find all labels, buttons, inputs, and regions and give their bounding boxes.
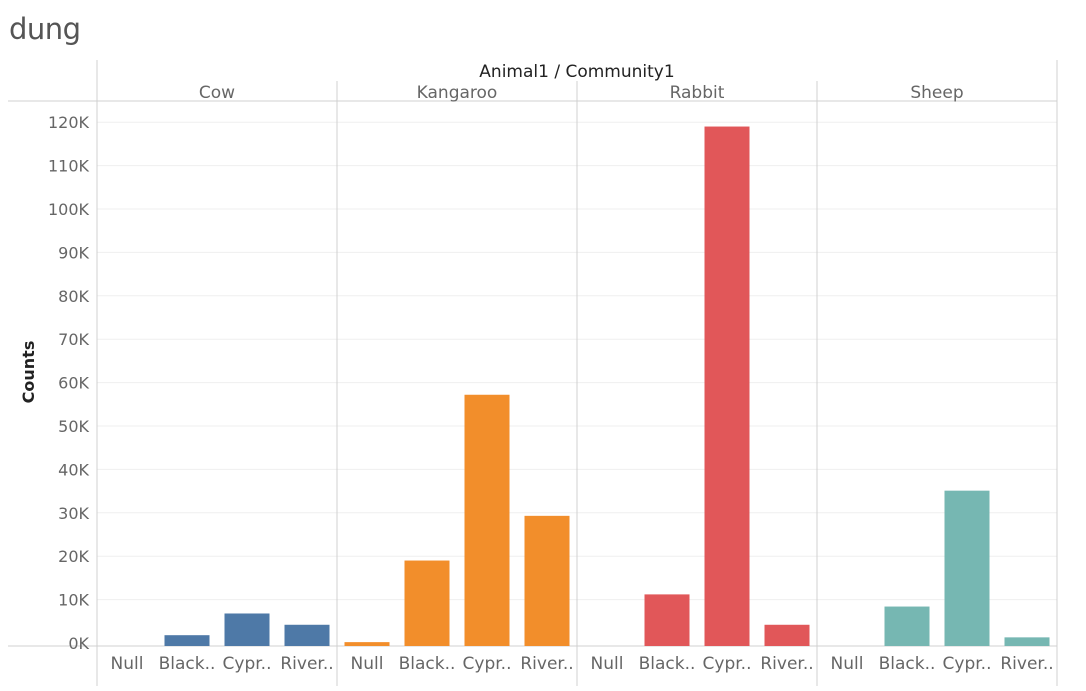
x-tick-label: Cypr..	[943, 654, 992, 674]
page-title: dung	[9, 12, 81, 46]
y-tick-label: 60K	[58, 374, 89, 393]
x-tick-label: Cypr..	[463, 654, 512, 674]
header-label: Animal1 / Community1	[479, 62, 674, 82]
bar-cow-1[interactable]	[164, 635, 210, 646]
x-axis-ticks: Null Black.. Cypr.. River.. Null Black.. Cypr.…	[111, 654, 1054, 674]
y-tick-label: 100K	[48, 200, 90, 219]
panel-header-sheep: Sheep	[910, 83, 963, 103]
x-tick-label: Null	[831, 654, 864, 674]
y-axis-label: Counts	[19, 341, 38, 404]
x-tick-label: River..	[1000, 654, 1053, 674]
panel-header-cow: Cow	[199, 83, 235, 103]
y-tick-label: 80K	[58, 287, 89, 306]
bar-rabbit-2[interactable]	[704, 126, 750, 647]
y-axis-ticks: 0K 10K 20K 30K 40K 50K 60K 70K 80K 90K 100K 110K 120…	[48, 113, 90, 653]
y-tick-label: 30K	[58, 504, 89, 523]
bar-rabbit-1[interactable]	[644, 594, 690, 646]
y-tick-label: 120K	[48, 113, 90, 132]
bar-kangaroo-3[interactable]	[524, 515, 570, 646]
bar-kangaroo-1[interactable]	[404, 560, 450, 646]
panel-headers: Cow Kangaroo Rabbit Sheep	[199, 83, 964, 103]
y-tick-label: 110K	[48, 157, 90, 176]
x-tick-label: Null	[591, 654, 624, 674]
x-tick-label: Black..	[159, 654, 216, 674]
x-tick-label: River..	[520, 654, 573, 674]
bar-cow-2[interactable]	[224, 613, 270, 646]
x-tick-label: Cypr..	[223, 654, 272, 674]
bar-kangaroo-2[interactable]	[464, 394, 510, 646]
panel-header-kangaroo: Kangaroo	[417, 83, 498, 103]
x-tick-label: Cypr..	[703, 654, 752, 674]
y-tick-label: 10K	[58, 591, 89, 610]
bar-rabbit-3[interactable]	[764, 624, 810, 646]
y-tick-label: 40K	[58, 460, 89, 479]
y-tick-label: 90K	[58, 243, 89, 262]
bar-sheep-1[interactable]	[884, 606, 930, 646]
x-tick-label: Black..	[639, 654, 696, 674]
x-tick-label: Black..	[399, 654, 456, 674]
bar-sheep-2[interactable]	[944, 490, 990, 646]
x-tick-label: Black..	[879, 654, 936, 674]
x-tick-label: Null	[111, 654, 144, 674]
bars	[164, 126, 1050, 647]
x-tick-label: River..	[760, 654, 813, 674]
x-tick-label: Null	[351, 654, 384, 674]
bar-sheep-3[interactable]	[1004, 637, 1050, 646]
y-tick-label: 70K	[58, 330, 89, 349]
bar-cow-3[interactable]	[284, 624, 330, 646]
y-tick-label: 50K	[58, 417, 89, 436]
panel-header-rabbit: Rabbit	[670, 83, 725, 103]
x-tick-label: River..	[280, 654, 333, 674]
y-tick-label: 0K	[68, 634, 89, 653]
y-tick-label: 20K	[58, 547, 89, 566]
bar-kangaroo-0[interactable]	[344, 642, 390, 646]
